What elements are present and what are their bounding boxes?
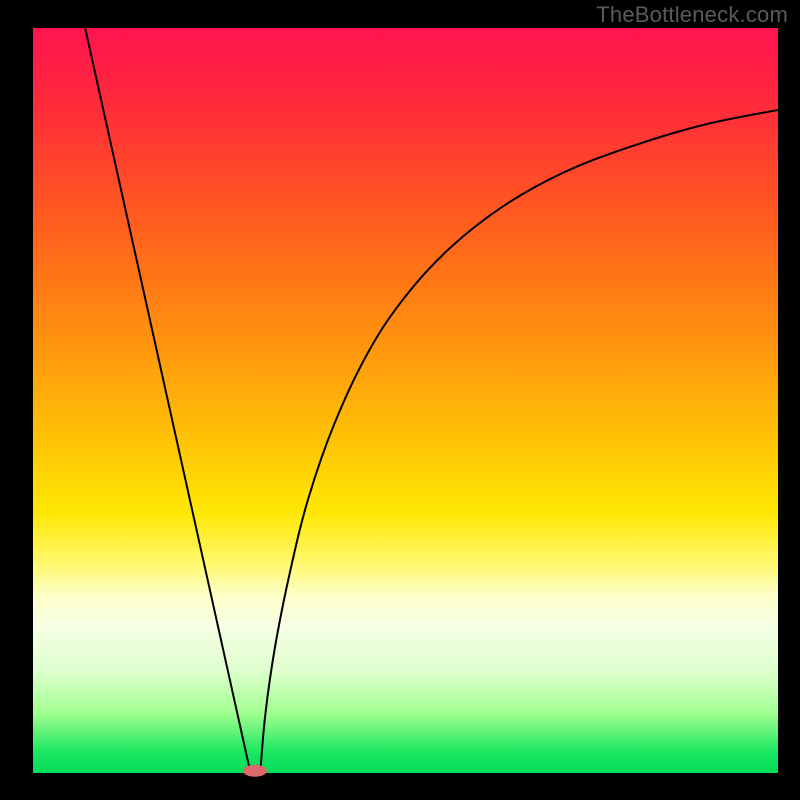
watermark-text: TheBottleneck.com bbox=[596, 2, 788, 28]
bottleneck-curve-chart bbox=[0, 0, 800, 800]
optimal-point-marker bbox=[243, 765, 267, 777]
chart-container: TheBottleneck.com bbox=[0, 0, 800, 800]
chart-gradient-bg bbox=[33, 28, 778, 773]
